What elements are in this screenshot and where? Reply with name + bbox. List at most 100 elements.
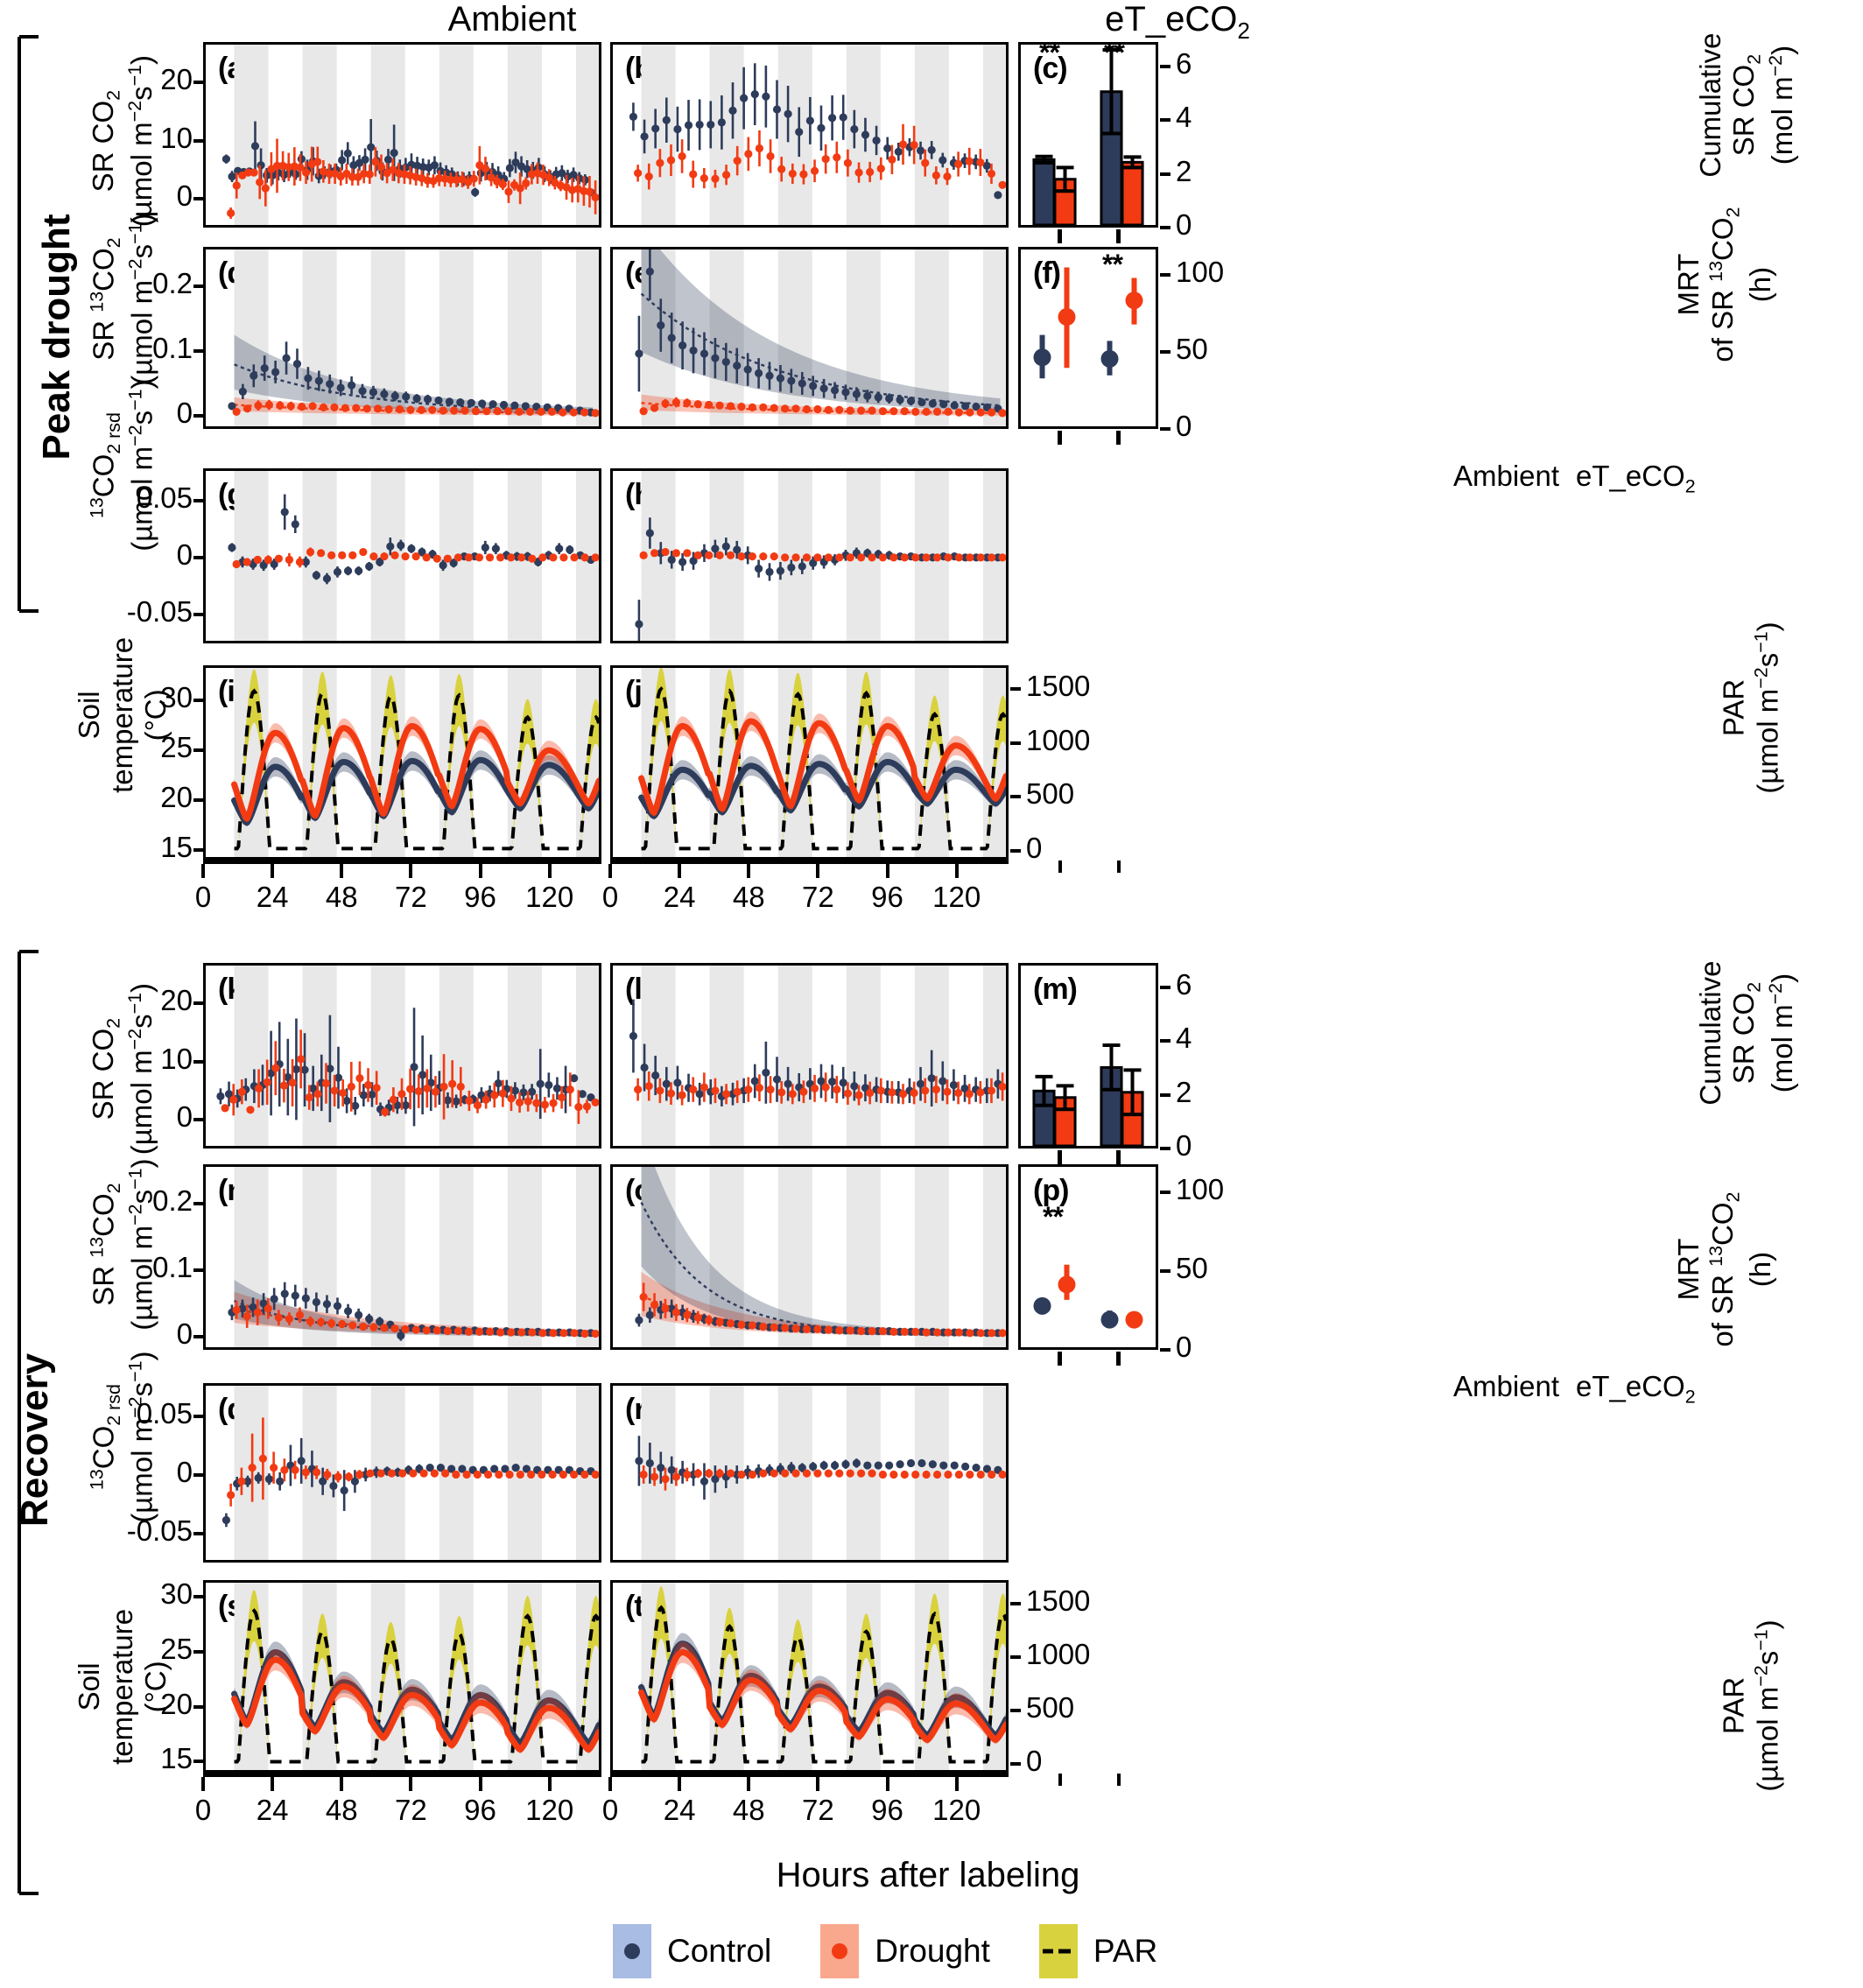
x-axis-peak-drought-tick-mark	[678, 864, 682, 878]
x-axis-peak-drought-tick-label: 48	[325, 881, 358, 913]
summary-tick-mark-c	[1116, 229, 1121, 243]
x-axis-recovery-axis-line-amb	[203, 1773, 601, 1777]
y-axis-soil-temp-top-tick-label: 30	[160, 680, 193, 713]
panel-tag: (f)	[1033, 256, 1061, 290]
x-axis-recovery-tick-label: 120	[525, 1794, 574, 1826]
y-axis-sr-co2-top-tick-label: 10	[160, 121, 193, 154]
y-axis-soil-temp-bottom-tick-label: 25	[160, 1632, 193, 1665]
x-axis-peak-drought-tick-label: 120	[525, 881, 574, 913]
y-axis-par-bottom-tick-label: 500	[1026, 1691, 1075, 1725]
y-axis-par-top-tick-label: 500	[1026, 777, 1075, 811]
x-axis-recovery-axis-line-et	[610, 1773, 1009, 1777]
x-axis-peak-drought-tick-label: 48	[732, 881, 765, 913]
panel-tag: (c)	[1033, 52, 1068, 85]
x-axis-recovery-tick-label: 96	[464, 1794, 496, 1826]
panel-q-13co2-rsd-ambient: (q)	[203, 1383, 601, 1563]
y-axis-cumulative-top-tick-mark	[1160, 226, 1171, 229]
x-axis-recovery-tick-label: 0	[601, 1794, 619, 1826]
x-axis-peak-drought-tick-mark	[608, 864, 612, 878]
column-header-ambient: Ambient	[447, 0, 577, 39]
y-axis-sr-13co2-top-tick-mark	[193, 284, 204, 288]
y-axis-sr-co2-top-tick-label: 0	[176, 179, 193, 212]
x-axis-peak-drought-summary-tick-mark	[1117, 861, 1121, 873]
y-axis-mrt-top-tick-mark	[1160, 349, 1171, 354]
y-axis-par-top-tick-mark	[1010, 687, 1021, 692]
x-axis-recovery-tick-mark	[885, 1777, 889, 1791]
panel-d-sr-13co2-ambient: (d)	[203, 247, 601, 429]
x-axis-peak-drought-tick-label: 24	[663, 881, 696, 913]
x-axis-peak-drought-axis-line-et	[610, 860, 1009, 864]
x-axis-recovery-tick-mark	[678, 1777, 682, 1791]
y-axis-sr-co2-bottom-tick-mark	[193, 1059, 204, 1064]
legend-swatch-drought	[820, 1924, 860, 1978]
y-axis-cumulative-bottom-tick-label: 4	[1176, 1022, 1192, 1055]
y-axis-sr-co2-bottom-tick-label: 20	[160, 984, 193, 1017]
summary-tick-mark-p	[1116, 1352, 1121, 1366]
x-axis-recovery-tick-label: 72	[395, 1794, 427, 1826]
x-axis-peak-drought-tick-mark	[201, 864, 205, 878]
y-axis-sr-co2-top-tick-mark	[193, 196, 204, 200]
x-axis-peak-drought-tick-label: 24	[256, 881, 289, 913]
significance-marker-c-ambient: **	[1039, 37, 1060, 68]
group-bracket-peak-drought	[16, 35, 42, 613]
x-axis-recovery-summary-tick-mark	[1117, 1774, 1121, 1786]
x-axis-peak-drought-tick-label: 0	[601, 881, 619, 913]
y-axis-label-par-bottom: PAR (µmol m−2s−1)	[1717, 1619, 1784, 1792]
significance-marker-f-et-eco2: **	[1102, 249, 1123, 280]
x-axis-peak-drought-summary-tick-mark	[1058, 861, 1062, 873]
x-axis-recovery-tick-label: 72	[802, 1794, 834, 1826]
y-axis-13co2-rsd-bottom-tick-label: 0.05	[136, 1396, 193, 1430]
x-axis-peak-drought-tick-mark	[478, 864, 482, 878]
y-axis-13co2-rsd-top-tick-mark	[193, 498, 204, 502]
y-axis-par-bottom-tick-label: 1500	[1026, 1584, 1091, 1617]
y-axis-soil-temp-top-tick-mark	[193, 847, 204, 852]
y-axis-par-bottom-tick-mark	[1010, 1601, 1021, 1605]
y-axis-par-top-tick-label: 1500	[1026, 670, 1091, 703]
legend: Control Drought PAR	[613, 1924, 1206, 1978]
x-axis-peak-drought-tick-mark	[547, 864, 552, 878]
y-axis-mrt-bottom-tick-mark	[1160, 1191, 1171, 1195]
x-axis-recovery-tick-mark	[608, 1777, 612, 1791]
y-axis-soil-temp-bottom-tick-label: 20	[160, 1687, 193, 1720]
y-axis-sr-13co2-top-tick-mark	[193, 348, 204, 353]
y-axis-par-bottom-tick-label: 0	[1026, 1745, 1043, 1778]
y-axis-sr-13co2-top-tick-label: 0.2	[152, 266, 193, 299]
y-axis-cumulative-top-tick-mark	[1160, 64, 1171, 68]
y-axis-par-bottom-tick-mark	[1010, 1655, 1021, 1659]
y-axis-13co2-rsd-top-tick-label: -0.05	[126, 595, 193, 629]
y-axis-cumulative-top-tick-label: 4	[1176, 101, 1192, 134]
y-axis-sr-co2-top-tick-mark	[193, 81, 204, 85]
y-axis-sr-13co2-bottom-tick-mark	[193, 1202, 204, 1206]
x-axis-recovery-tick-label: 120	[932, 1794, 981, 1826]
y-axis-13co2-rsd-bottom-tick-mark	[193, 1472, 204, 1477]
significance-marker-p-ambient: **	[1043, 1201, 1064, 1233]
y-axis-sr-co2-top-tick-mark	[193, 138, 204, 143]
significance-marker-c-et-eco2: **	[1104, 37, 1125, 68]
legend-label-drought: Drought	[875, 1933, 990, 1969]
summary-tick-mark-c	[1058, 229, 1062, 243]
y-axis-cumulative-bottom-tick-mark	[1160, 1092, 1171, 1097]
y-axis-sr-13co2-bottom-tick-label: 0.2	[152, 1184, 193, 1218]
y-axis-cumulative-bottom-tick-mark	[1160, 1147, 1171, 1150]
panel-tag: (p)	[1033, 1174, 1069, 1207]
x-axis-peak-drought-tick-label: 120	[932, 881, 981, 913]
y-axis-sr-13co2-top-tick-label: 0.1	[152, 331, 193, 364]
panel-i-soil-temperature-ambient: (i)	[203, 665, 601, 860]
panel-t-soil-temperature-et-eco2: (t)	[610, 1580, 1009, 1773]
x-axis-recovery-tick-mark	[340, 1777, 344, 1791]
y-axis-soil-temp-bottom-tick-mark	[193, 1704, 204, 1709]
panel-s-soil-temperature-ambient: (s)	[203, 1580, 601, 1773]
summary-x-tick-ambient-top: Ambient	[1453, 460, 1560, 492]
x-axis-recovery-tick-mark	[816, 1777, 820, 1791]
x-axis-recovery-tick-mark	[478, 1777, 482, 1791]
x-axis-peak-drought-tick-label: 72	[802, 881, 834, 913]
y-axis-par-top-tick-label: 0	[1026, 832, 1043, 865]
y-axis-par-bottom-tick-mark	[1010, 1762, 1021, 1767]
y-axis-13co2-rsd-bottom-tick-label: -0.05	[126, 1514, 193, 1547]
y-axis-soil-temp-top-tick-label: 25	[160, 730, 193, 763]
y-axis-mrt-bottom-tick-mark	[1160, 1269, 1171, 1274]
x-axis-peak-drought-tick-label: 72	[395, 881, 427, 913]
x-axis-peak-drought-tick-mark	[409, 864, 413, 878]
y-axis-cumulative-bottom-tick-mark	[1160, 1039, 1171, 1043]
